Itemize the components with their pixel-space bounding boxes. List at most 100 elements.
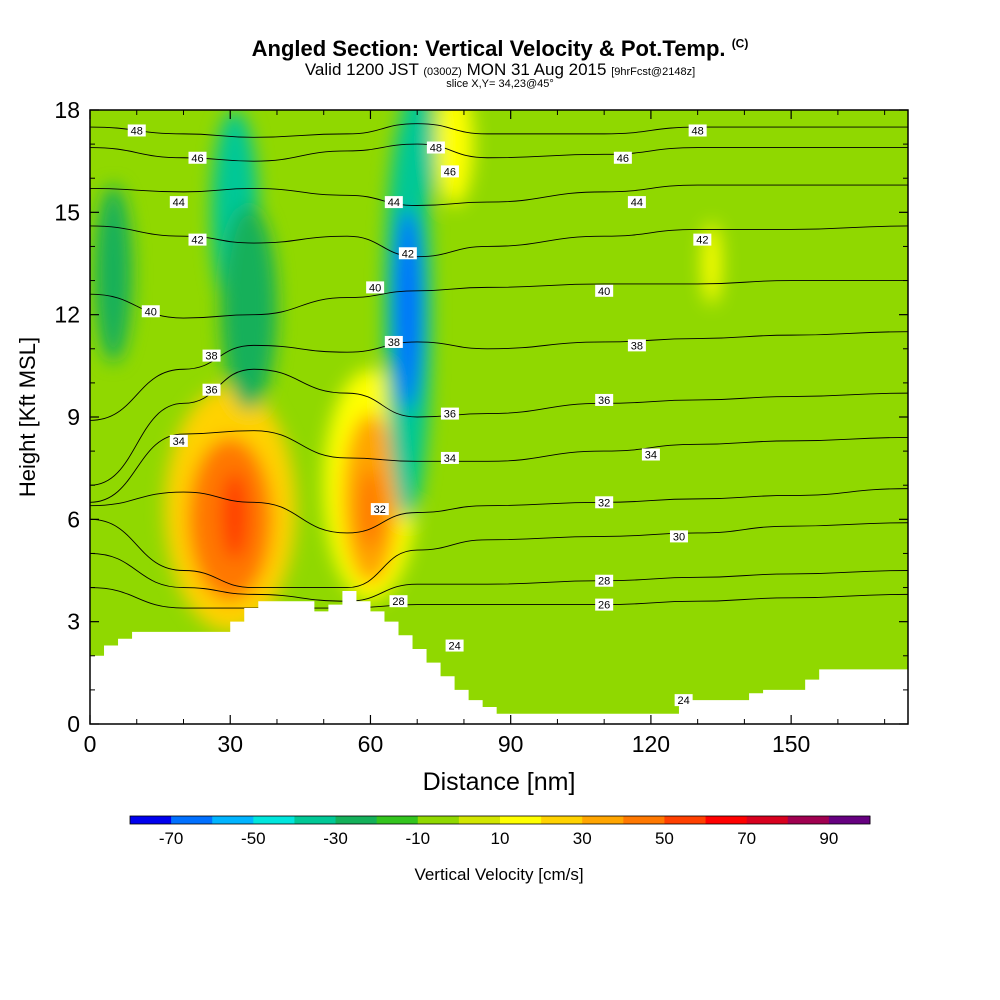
contour-label: 32 <box>595 496 614 509</box>
x-tick-label: 60 <box>358 731 384 757</box>
colorbar-swatch <box>582 816 624 824</box>
colorbar-swatch <box>746 816 789 824</box>
title-unit: (C) <box>731 36 749 51</box>
svg-text:30: 30 <box>673 531 685 543</box>
colorbar-swatch <box>705 816 748 824</box>
valid-forecast: [9hrFcst@2148z] <box>611 66 696 78</box>
svg-text:46: 46 <box>444 166 456 178</box>
valid-zulu: (0300Z) <box>423 66 462 78</box>
contour-label: 38 <box>627 339 646 352</box>
svg-text:34: 34 <box>444 453 456 465</box>
svg-text:24: 24 <box>448 641 460 653</box>
contour-label: 34 <box>641 448 660 462</box>
colorbar: -70 -50 -30 -10 10 30 50 70 90 <box>129 815 871 848</box>
contour-label: 30 <box>669 530 688 543</box>
valid-date: MON 31 Aug 2015 <box>466 60 607 79</box>
contour-label: 36 <box>440 407 459 421</box>
y-tick-label: 3 <box>67 609 80 635</box>
contour-label: 24 <box>674 694 693 707</box>
contour-label: 48 <box>127 124 146 137</box>
terrain-mask <box>90 590 908 724</box>
contour-label: 46 <box>440 165 459 178</box>
contour-label: 40 <box>141 305 160 318</box>
isotherm-32 <box>90 488 908 534</box>
y-axis-label: Height [Kft MSL] <box>15 337 40 497</box>
svg-text:34: 34 <box>173 436 185 448</box>
colorbar-swatch <box>212 816 254 824</box>
svg-text:32: 32 <box>598 497 610 509</box>
contour-label: 40 <box>366 281 385 294</box>
colorbar-tick-label: -10 <box>405 829 430 848</box>
velocity-cell <box>393 205 422 411</box>
contour-label: 26 <box>595 598 614 612</box>
contour-label: 32 <box>370 503 389 516</box>
colorbar-swatch <box>623 816 665 824</box>
svg-text:34: 34 <box>645 450 657 462</box>
chart-title: Angled Section: Vertical Velocity & Pot.… <box>0 36 1000 62</box>
isotherm-48 <box>90 123 908 138</box>
colorbar-swatch <box>500 816 542 824</box>
contour-label: 42 <box>188 233 207 247</box>
contour-label: 46 <box>188 151 207 165</box>
colorbar-frame <box>129 815 871 825</box>
contour-label: 34 <box>440 451 459 465</box>
isotherm-28 <box>90 552 908 602</box>
svg-text:46: 46 <box>617 153 629 165</box>
svg-text:44: 44 <box>388 197 400 209</box>
svg-text:28: 28 <box>392 596 404 608</box>
isotherm-46 <box>90 143 908 162</box>
colorbar-swatch <box>541 816 583 824</box>
colorbar-swatch <box>376 816 419 824</box>
svg-text:36: 36 <box>598 395 610 407</box>
contour-label: 34 <box>169 434 188 448</box>
contour-label: 36 <box>595 393 614 407</box>
svg-text:28: 28 <box>598 576 610 588</box>
contour-label: 44 <box>169 196 188 209</box>
chart-subtitle: Valid 1200 JST (0300Z) MON 31 Aug 2015 [… <box>0 60 1000 80</box>
x-tick-label: 30 <box>217 731 243 757</box>
isotherm-38 <box>90 331 908 421</box>
colorbar-swatch <box>828 816 871 824</box>
x-axis-label: Distance [nm] <box>423 768 576 796</box>
svg-text:24: 24 <box>678 695 690 707</box>
x-tick-label: 0 <box>84 731 97 757</box>
isotherm-30 <box>90 518 908 589</box>
contour-label: 40 <box>595 284 614 298</box>
colorbar-tick-label: 10 <box>491 829 510 848</box>
colorbar-tick-label: -50 <box>241 829 266 848</box>
colorbar-tick-label: 70 <box>737 829 756 848</box>
contour-label: 46 <box>613 151 632 165</box>
y-tick-label: 15 <box>54 199 80 225</box>
svg-text:42: 42 <box>696 235 708 247</box>
contour-label: 48 <box>688 124 707 137</box>
colorbar-tick-label: -30 <box>323 829 348 848</box>
y-tick-label: 0 <box>67 711 80 737</box>
contour-label: 42 <box>398 247 417 260</box>
colorbar-swatch <box>335 816 378 824</box>
velocity-cell <box>435 110 474 206</box>
contour-label: 42 <box>693 233 712 247</box>
contour-label: 36 <box>202 383 221 397</box>
velocity-cell <box>94 185 133 363</box>
x-tick-label: 150 <box>772 731 810 757</box>
colorbar-swatch <box>664 816 707 824</box>
svg-text:44: 44 <box>173 197 185 209</box>
colorbar-swatch <box>130 816 172 824</box>
svg-text:40: 40 <box>369 282 381 294</box>
svg-text:44: 44 <box>631 197 643 209</box>
contour-label: 48 <box>426 141 445 155</box>
isotherm-44 <box>90 184 908 206</box>
contour-label: 28 <box>389 595 408 608</box>
isotherm-26 <box>90 587 908 609</box>
svg-text:38: 38 <box>205 351 217 363</box>
contour-label: 28 <box>595 574 614 588</box>
svg-text:38: 38 <box>631 340 643 352</box>
title-main: Angled Section: Vertical Velocity & Pot.… <box>251 36 726 61</box>
contour-label: 44 <box>384 196 403 209</box>
velocity-cell <box>358 468 383 551</box>
svg-text:48: 48 <box>430 143 442 155</box>
svg-text:40: 40 <box>145 306 157 318</box>
terrain-profile <box>90 590 908 724</box>
